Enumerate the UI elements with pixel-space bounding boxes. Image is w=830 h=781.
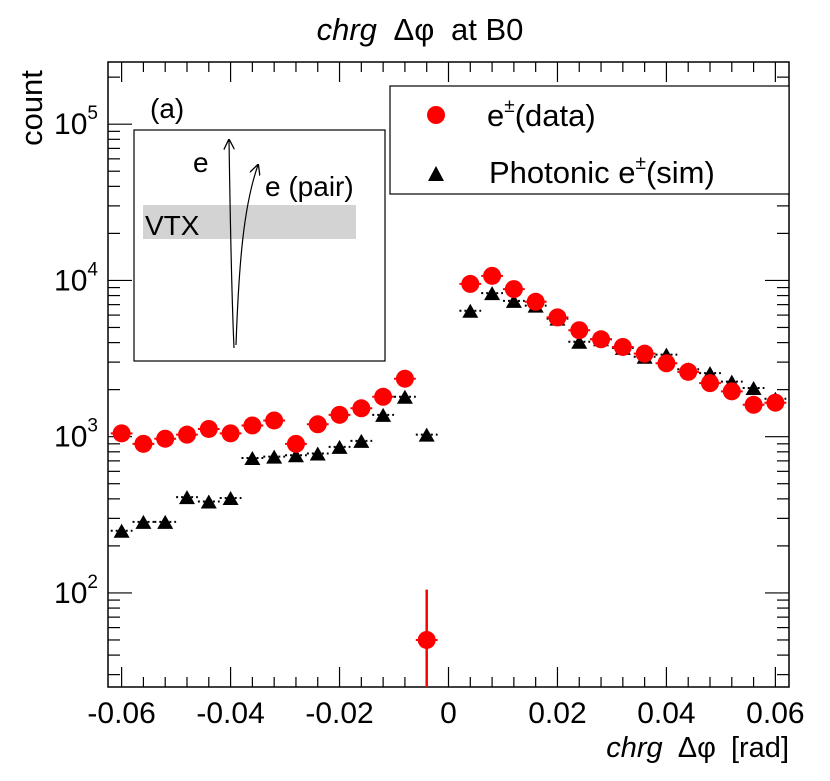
sim-point: [396, 389, 413, 404]
data-point: [635, 344, 654, 363]
data-point: [112, 424, 131, 443]
sim-point: [505, 293, 522, 308]
sim-point: [571, 334, 588, 349]
x-axis-label: chrg Δφ [rad]: [606, 732, 789, 764]
sim-point: [353, 433, 370, 448]
electron-track: [229, 140, 235, 349]
x-tick-label: -0.04: [196, 697, 264, 730]
data-point: [504, 280, 523, 299]
pair-electron-track: [235, 165, 258, 346]
legend-marker-sim: [428, 166, 444, 181]
sim-point: [178, 490, 195, 505]
sim-point: [287, 448, 304, 463]
sim-point: [113, 523, 130, 538]
data-point: [722, 382, 741, 401]
data-point: [744, 395, 763, 414]
data-point: [352, 399, 371, 418]
y-tick-label: 105: [54, 103, 98, 141]
data-point: [526, 292, 545, 311]
data-point: [548, 308, 567, 327]
data-point: [134, 434, 153, 453]
sim-point: [484, 286, 501, 301]
legend-frame: [389, 85, 790, 195]
data-point: [199, 419, 218, 438]
data-point: [701, 374, 720, 393]
data-point: [592, 330, 611, 349]
x-tick-label: 0.06: [746, 697, 804, 730]
data-point: [417, 630, 436, 649]
sim-point: [200, 494, 217, 509]
sim-point: [418, 427, 435, 442]
data-point: [483, 266, 502, 285]
tick-labels: -0.06 -0.04 -0.02 0 0.02 0.04 0.06 102 103 104 105: [54, 103, 805, 730]
legend-marker-data: [427, 106, 445, 124]
y-axis-label: count: [14, 70, 49, 146]
data-point: [221, 424, 240, 443]
sim-point: [331, 439, 348, 454]
sim-point: [462, 303, 479, 318]
data-points: [110, 266, 787, 687]
y-tick-label: 102: [54, 572, 98, 610]
data-point: [265, 411, 284, 430]
sim-point: [135, 514, 152, 529]
sim-point: [157, 514, 174, 529]
data-point: [156, 429, 175, 448]
sim-point: [309, 446, 326, 461]
legend-label-data: e±(data): [487, 96, 596, 133]
data-point: [286, 434, 305, 453]
x-tick-label: -0.02: [305, 697, 373, 730]
x-tick-label: 0.02: [528, 697, 586, 730]
y-tick-label: 104: [54, 259, 98, 297]
sim-point: [222, 491, 239, 506]
pair-track-label: e (pair): [265, 171, 354, 202]
x-tick-label: -0.06: [87, 697, 155, 730]
inset-frame: [133, 129, 386, 362]
data-point: [308, 415, 327, 434]
data-point: [613, 337, 632, 356]
electron-track-label: e: [193, 147, 209, 178]
data-point: [243, 416, 262, 435]
data-point: [766, 393, 785, 412]
y-tick-label: 103: [54, 416, 98, 454]
x-tick-label: 0.04: [637, 697, 695, 730]
chart-title: chrg Δφ at B0: [317, 12, 524, 47]
inset-panel-label: (a): [150, 93, 184, 124]
sim-point: [244, 451, 261, 466]
data-point: [679, 362, 698, 381]
legend: e±(data) Photonic e±(sim): [389, 85, 790, 195]
sim-point: [266, 449, 283, 464]
legend-label-sim: Photonic e±(sim): [489, 153, 715, 190]
vtx-label: VTX: [145, 210, 200, 241]
sim-point: [375, 407, 392, 422]
data-point: [570, 321, 589, 340]
vtx-detector-band: [143, 205, 356, 239]
data-point: [461, 274, 480, 293]
data-point: [657, 354, 676, 373]
inset-diagram: (a) VTX e e (pair): [133, 93, 386, 362]
data-point: [177, 425, 196, 444]
data-point: [330, 405, 349, 424]
data-point: [395, 369, 414, 388]
sim-point: [745, 380, 762, 395]
x-tick-label: 0: [440, 697, 457, 730]
data-point: [374, 387, 393, 406]
